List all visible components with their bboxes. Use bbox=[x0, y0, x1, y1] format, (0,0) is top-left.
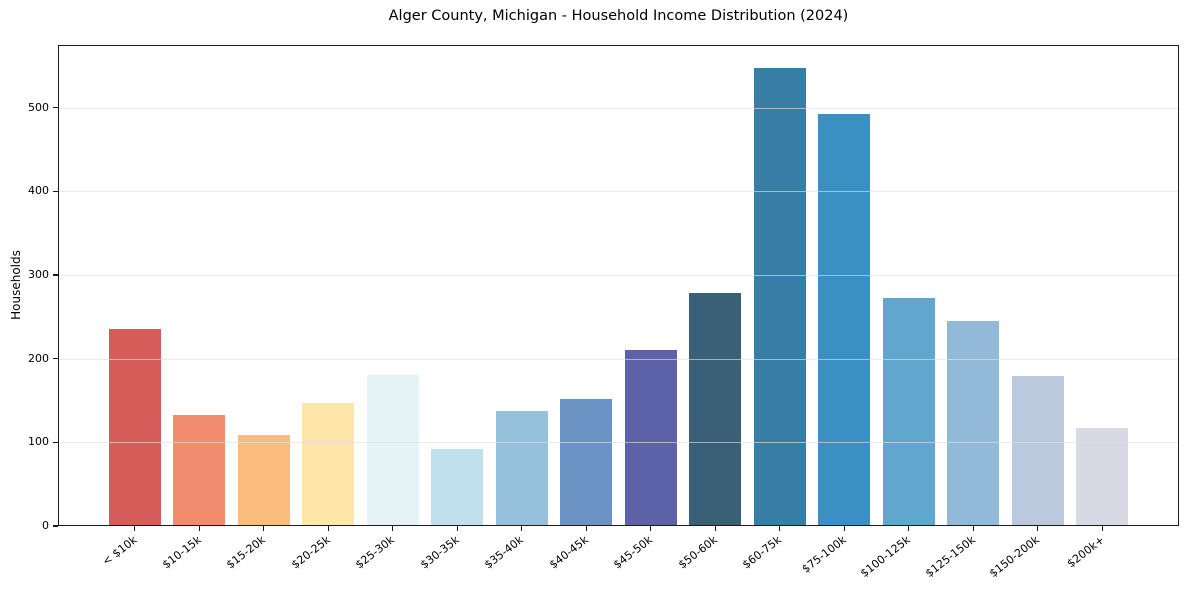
x-tick-mark bbox=[650, 526, 652, 531]
gridline-300 bbox=[58, 275, 1179, 277]
x-tick-label: $75-100k bbox=[799, 533, 849, 576]
x-tick-mark bbox=[908, 526, 910, 531]
y-tick-mark bbox=[53, 274, 58, 276]
gridline-100 bbox=[58, 442, 1179, 444]
x-tick-label: $45-50k bbox=[611, 533, 656, 572]
x-tick-mark bbox=[392, 526, 394, 531]
plot-area bbox=[58, 45, 1179, 526]
bar-9 bbox=[689, 293, 742, 526]
x-tick-label: $25-30k bbox=[353, 533, 398, 572]
bar-7 bbox=[560, 398, 613, 526]
bar-15 bbox=[1076, 428, 1129, 526]
x-tick-label: $125-150k bbox=[922, 533, 978, 580]
x-tick-mark bbox=[1101, 526, 1103, 531]
bar-2 bbox=[237, 434, 290, 526]
y-tick-mark bbox=[53, 525, 58, 527]
x-tick-mark bbox=[263, 526, 265, 531]
y-tick-mark bbox=[53, 107, 58, 109]
bar-12 bbox=[882, 298, 935, 526]
x-tick-label: $50-60k bbox=[675, 533, 720, 572]
x-tick-label: $30-35k bbox=[417, 533, 462, 572]
x-tick-mark bbox=[972, 526, 974, 531]
x-tick-label: < $10k bbox=[99, 533, 140, 569]
bar-11 bbox=[818, 113, 871, 526]
y-tick-label: 400 bbox=[28, 184, 49, 198]
bar-4 bbox=[366, 375, 419, 526]
bar-5 bbox=[431, 449, 484, 526]
x-tick-mark bbox=[521, 526, 523, 531]
x-tick-mark bbox=[779, 526, 781, 531]
bar-13 bbox=[947, 321, 1000, 526]
y-tick-mark bbox=[53, 441, 58, 443]
x-tick-label: $15-20k bbox=[224, 533, 269, 572]
x-tick-mark bbox=[134, 526, 136, 531]
x-tick-mark bbox=[1037, 526, 1039, 531]
y-tick-label: 200 bbox=[28, 351, 49, 365]
y-tick-label: 300 bbox=[28, 268, 49, 282]
bar-8 bbox=[624, 350, 677, 526]
x-tick-label: $100-125k bbox=[858, 533, 914, 580]
x-tick-label: $200k+ bbox=[1064, 533, 1107, 571]
x-tick-mark bbox=[585, 526, 587, 531]
plot-border bbox=[58, 45, 1179, 526]
y-tick-label: 100 bbox=[28, 435, 49, 449]
gridline-400 bbox=[58, 191, 1179, 193]
x-tick-label: $40-45k bbox=[546, 533, 591, 572]
x-tick-label: $35-40k bbox=[482, 533, 527, 572]
y-tick-mark bbox=[53, 190, 58, 192]
x-tick-mark bbox=[843, 526, 845, 531]
bar-0 bbox=[108, 329, 161, 526]
gridline-200 bbox=[58, 358, 1179, 360]
bar-14 bbox=[1011, 376, 1064, 526]
bar-10 bbox=[753, 67, 806, 526]
gridline-500 bbox=[58, 107, 1179, 109]
y-tick-mark bbox=[53, 358, 58, 360]
bar-3 bbox=[302, 403, 355, 526]
x-tick-label: $60-75k bbox=[740, 533, 785, 572]
bar-1 bbox=[173, 414, 226, 526]
bar-6 bbox=[495, 411, 548, 526]
x-tick-mark bbox=[327, 526, 329, 531]
chart-title: Alger County, Michigan - Household Incom… bbox=[388, 8, 849, 24]
x-tick-label: $20-25k bbox=[288, 533, 333, 572]
x-tick-label: $150-200k bbox=[987, 533, 1043, 580]
y-tick-label: 500 bbox=[28, 100, 49, 114]
y-axis-label: Households bbox=[9, 250, 23, 320]
x-tick-mark bbox=[714, 526, 716, 531]
x-tick-mark bbox=[456, 526, 458, 531]
x-tick-label: $10-15k bbox=[159, 533, 204, 572]
x-tick-mark bbox=[198, 526, 200, 531]
y-tick-label: 0 bbox=[42, 519, 49, 532]
